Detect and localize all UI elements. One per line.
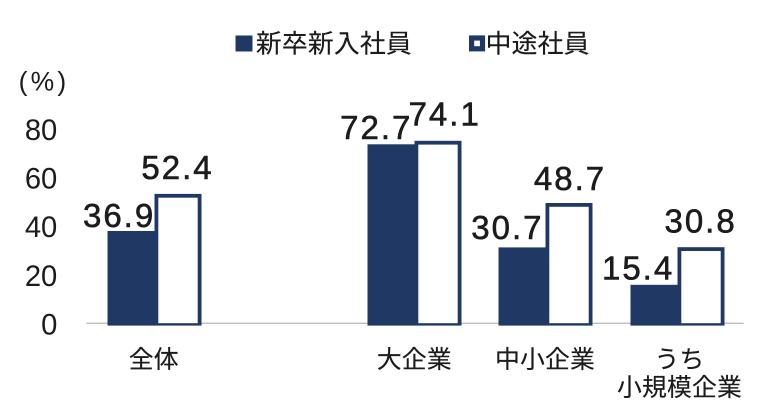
svg-text:52.4: 52.4 <box>141 149 213 186</box>
svg-text:80: 80 <box>25 115 57 147</box>
svg-text:15.4: 15.4 <box>602 250 674 287</box>
svg-text:72.7: 72.7 <box>340 109 412 146</box>
svg-text:48.7: 48.7 <box>534 160 606 197</box>
svg-text:(%): (%) <box>19 67 70 97</box>
svg-text:60: 60 <box>25 164 57 196</box>
svg-text:0: 0 <box>41 309 57 341</box>
svg-text:20: 20 <box>25 261 57 293</box>
svg-text:36.9: 36.9 <box>83 197 155 234</box>
svg-text:30.8: 30.8 <box>664 202 736 239</box>
svg-text:30.7: 30.7 <box>471 209 543 246</box>
svg-text:40: 40 <box>25 212 57 244</box>
svg-text:74.1: 74.1 <box>409 96 481 133</box>
